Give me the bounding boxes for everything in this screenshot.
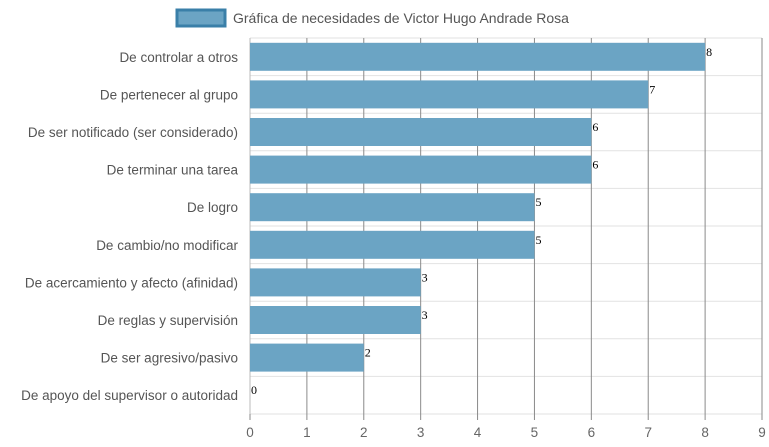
x-axis-tick-labels: 0 1 2 3 4 5 6 7 8 9 [246,425,766,440]
data-label: 5 [535,233,541,247]
bar [250,118,592,146]
bar [250,80,649,109]
category-labels: De controlar a otros De pertenecer al gru… [21,50,238,403]
category-label: De acercamiento y afecto (afinidad) [25,275,238,290]
x-tick-label: 7 [644,425,652,440]
category-label: De terminar una tarea [107,163,239,178]
x-tick-label: 6 [588,425,596,440]
data-label: 0 [251,383,257,397]
category-label: De reglas y supervisión [98,313,238,328]
x-tick-label: 0 [246,425,254,440]
data-label: 7 [649,82,655,96]
data-label: 3 [422,308,428,322]
x-tick-label: 9 [758,425,766,440]
x-tick-label: 5 [531,425,539,440]
category-label: De controlar a otros [119,50,238,65]
category-label: De ser notificado (ser considerado) [28,125,238,140]
bar [250,42,706,71]
legend-label: Gráfica de necesidades de Victor Hugo An… [233,10,569,26]
data-label: 3 [422,270,428,284]
data-label: 6 [592,120,598,134]
x-tick-label: 8 [701,425,709,440]
data-label: 6 [592,158,598,172]
category-label: De cambio/no modificar [96,238,238,253]
x-tick-label: 1 [303,425,311,440]
category-label: De logro [187,200,238,215]
data-labels: 8 7 6 6 5 5 3 3 2 0 [251,45,712,397]
x-tick-label: 2 [360,425,368,440]
legend: Gráfica de necesidades de Victor Hugo An… [175,8,569,28]
x-tick-label: 3 [417,425,425,440]
bars [250,42,706,372]
bar [250,193,535,222]
legend-swatch [175,8,227,28]
category-label: De pertenecer al grupo [100,87,238,102]
bar [250,155,592,184]
bar [250,230,535,259]
bar [250,343,364,372]
data-label: 8 [706,45,712,59]
data-label: 2 [365,346,371,360]
bar [250,306,421,334]
category-label: De apoyo del supervisor o autoridad [21,388,238,403]
category-label: De ser agresivo/pasivo [101,351,238,366]
data-label: 5 [535,195,541,209]
bar [250,268,421,297]
x-tick-label: 4 [474,425,482,440]
